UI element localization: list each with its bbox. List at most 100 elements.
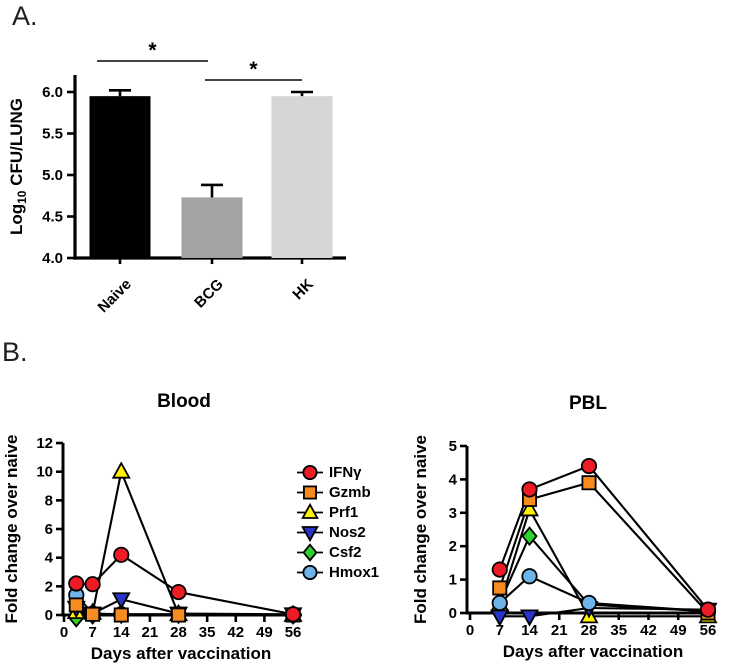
x-tick-label: 56 bbox=[700, 622, 717, 639]
square-icon bbox=[297, 485, 323, 499]
y-tick-label: 4.0 bbox=[42, 250, 63, 267]
y-tick-label: 8 bbox=[45, 492, 53, 509]
y-tick-label: 5.5 bbox=[42, 126, 63, 143]
panel-b-label: B. bbox=[2, 337, 28, 367]
x-tick-label: 28 bbox=[581, 622, 598, 639]
x-tick-label: 14 bbox=[113, 624, 130, 641]
legend-item-0: IFNγ bbox=[297, 462, 379, 482]
legend-marker bbox=[301, 525, 319, 542]
line-IFNγ bbox=[498, 464, 709, 611]
y-tick-label: 6.0 bbox=[42, 84, 63, 101]
marker-IFNγ-day56 bbox=[699, 601, 717, 618]
legend-label: Prf1 bbox=[329, 503, 359, 521]
line-Nos2 bbox=[499, 606, 709, 618]
legend-marker bbox=[302, 542, 318, 562]
marker-IFNγ-day7 bbox=[84, 576, 101, 593]
legend-marker bbox=[301, 502, 319, 519]
marker-Hmox1-day14 bbox=[521, 568, 538, 585]
y-tick-label: 4.5 bbox=[42, 209, 63, 226]
marker-Csf2-day14 bbox=[521, 526, 538, 547]
bar-naive bbox=[89, 96, 151, 259]
marker-Gzmb-day28 bbox=[171, 607, 187, 623]
marker-Nos2-day14 bbox=[519, 609, 540, 627]
legend-marker bbox=[303, 485, 317, 499]
y-tick-label: 4 bbox=[45, 550, 54, 567]
y-tick-label: 5.0 bbox=[42, 167, 63, 184]
circle-icon bbox=[297, 564, 323, 580]
x-tick-label: 56 bbox=[285, 624, 302, 641]
chart-title: PBL bbox=[569, 393, 607, 414]
y-tick-label: 2 bbox=[45, 578, 53, 595]
category-label: BCG bbox=[191, 276, 227, 312]
marker-IFNγ-day28 bbox=[170, 583, 187, 601]
x-tick-label: 7 bbox=[496, 622, 504, 639]
marker-IFNγ-day28 bbox=[580, 457, 598, 475]
y-tick-label: 10 bbox=[36, 464, 53, 481]
diamond-icon bbox=[297, 542, 323, 562]
y-tick-label: 0 bbox=[45, 607, 53, 624]
x-tick-label: 42 bbox=[640, 622, 657, 639]
triangle-up-icon bbox=[297, 502, 323, 519]
y-tick-label: 12 bbox=[36, 435, 53, 452]
marker-IFNγ-day7 bbox=[491, 561, 508, 578]
marker-Gzmb-day7 bbox=[85, 606, 101, 622]
y-tick-label: 2 bbox=[449, 538, 457, 555]
marker-Prf1-day14 bbox=[111, 461, 131, 479]
y-tick-label: 0 bbox=[449, 605, 457, 622]
marker-Gzmb-day28 bbox=[581, 475, 597, 491]
bar-bcg bbox=[181, 197, 243, 258]
legend-label: Gzmb bbox=[329, 483, 371, 501]
x-tick-label: 21 bbox=[142, 624, 159, 641]
line-chart-blood: 0 2 4 6 8 10 12 0 7 14 21 28 35 42 49 56 Blood Days after… bbox=[2, 391, 303, 663]
legend-label: IFNγ bbox=[329, 463, 362, 481]
x-tick-label: 42 bbox=[227, 624, 244, 641]
category-label: Naive bbox=[95, 276, 135, 316]
y-tick-label: 1 bbox=[449, 572, 457, 589]
bar-hk bbox=[271, 96, 333, 259]
y-axis-title: Fold change over naive bbox=[2, 435, 21, 624]
marker-Prf1-day14 bbox=[519, 499, 540, 517]
significance-star: * bbox=[148, 39, 157, 62]
circle-icon bbox=[297, 464, 323, 480]
y-tick-label: 3 bbox=[449, 505, 457, 522]
x-tick-label: 35 bbox=[199, 624, 216, 641]
marker-Gzmb-day3 bbox=[68, 597, 84, 613]
line-chart-pbl: 0 1 2 3 4 5 0 7 14 21 28 35 42 49 56 PBL Days after vacc… bbox=[411, 393, 718, 661]
chart-title: Blood bbox=[157, 391, 211, 412]
legend: IFNγ Gzmb Prf1 Nos2 Csf2 Hmox1 bbox=[297, 462, 379, 582]
category-label: HK bbox=[289, 276, 316, 303]
legend-item-2: Prf1 bbox=[297, 502, 379, 522]
x-tick-label: 0 bbox=[466, 622, 474, 639]
marker-Gzmb-day14 bbox=[113, 607, 129, 623]
line-Gzmb bbox=[498, 481, 709, 614]
x-tick-label: 21 bbox=[551, 622, 568, 639]
x-tick-label: 0 bbox=[60, 624, 68, 641]
y-tick-label: 6 bbox=[45, 521, 53, 538]
line-Hmox1 bbox=[499, 575, 709, 613]
x-tick-label: 35 bbox=[610, 622, 627, 639]
panel-a-label: A. bbox=[12, 1, 38, 31]
marker-IFNγ-day14 bbox=[113, 546, 130, 563]
marker-Hmox1-day7 bbox=[491, 594, 508, 612]
y-tick-label: 4 bbox=[449, 471, 458, 488]
x-tick-label: 49 bbox=[670, 622, 687, 639]
x-axis-title: Days after vaccination bbox=[503, 642, 683, 661]
marker-Nos2-day7 bbox=[490, 609, 510, 627]
legend-marker bbox=[302, 564, 318, 580]
x-tick-label: 49 bbox=[256, 624, 273, 641]
y-axis-title: Fold change over naive bbox=[411, 435, 430, 624]
legend-label: Csf2 bbox=[329, 543, 362, 561]
x-tick-label: 7 bbox=[88, 624, 96, 641]
marker-IFNγ-day56 bbox=[284, 606, 302, 623]
x-axis-title: Days after vaccination bbox=[91, 644, 271, 663]
line-Prf1 bbox=[498, 506, 708, 618]
legend-item-4: Csf2 bbox=[297, 542, 379, 562]
y-axis-title: Log10 CFU/LUNG bbox=[7, 98, 29, 235]
legend-item-3: Nos2 bbox=[297, 522, 379, 542]
significance-star: * bbox=[249, 58, 258, 81]
legend-item-5: Hmox1 bbox=[297, 562, 379, 582]
marker-Hmox1-day28 bbox=[580, 594, 598, 612]
y-tick-label: 5 bbox=[449, 438, 457, 455]
marker-IFNγ-day14 bbox=[521, 481, 538, 498]
